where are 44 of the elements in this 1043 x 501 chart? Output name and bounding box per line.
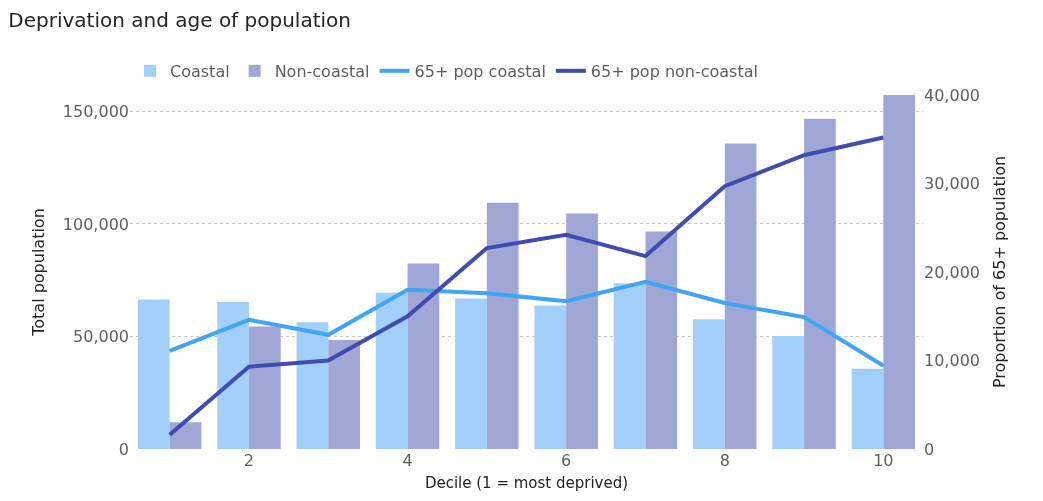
y-tick-label: 150,000 bbox=[62, 102, 129, 122]
y2-tick-label: 10,000 bbox=[924, 351, 980, 371]
y2-tick-label: 30,000 bbox=[924, 174, 980, 194]
line-series bbox=[167, 135, 886, 437]
y-tick-label: 50,000 bbox=[73, 327, 129, 347]
bar bbox=[169, 422, 202, 449]
x-tick-label: 2 bbox=[243, 451, 255, 470]
bar bbox=[217, 302, 249, 449]
x-tick-label: 6 bbox=[561, 451, 572, 470]
bar bbox=[534, 305, 567, 449]
legend-label: Coastal bbox=[170, 62, 230, 82]
line-series bbox=[167, 279, 886, 368]
bar bbox=[613, 283, 646, 449]
bar bbox=[407, 263, 440, 449]
y-axis-title: Total population bbox=[28, 208, 48, 337]
bar bbox=[455, 298, 487, 449]
x-tick-label: 10 bbox=[873, 451, 894, 470]
x-axis-title: Decile (1 = most deprived) bbox=[424, 474, 629, 492]
y-tick-label: 100,000 bbox=[62, 214, 129, 234]
bar bbox=[296, 322, 329, 449]
y-tick-label: 0 bbox=[118, 439, 129, 459]
legend-label: 65+ pop coastal bbox=[414, 62, 546, 82]
y2-tick-label: 20,000 bbox=[924, 262, 980, 282]
bar bbox=[851, 368, 884, 449]
bar bbox=[645, 231, 678, 449]
bar bbox=[693, 319, 725, 449]
chart-title: Deprivation and age of population bbox=[8, 7, 351, 32]
bar bbox=[328, 340, 360, 449]
bar bbox=[724, 143, 757, 449]
bar bbox=[486, 202, 519, 449]
bar bbox=[566, 213, 598, 449]
y2-axis-title: Proportion of 65+ population bbox=[989, 155, 1009, 389]
bar bbox=[137, 299, 170, 449]
bar bbox=[375, 292, 408, 449]
legend-label: Non-coastal bbox=[274, 62, 370, 82]
bar bbox=[883, 95, 916, 449]
y2-tick-label: 40,000 bbox=[924, 85, 980, 105]
bar bbox=[772, 336, 805, 449]
bar bbox=[804, 118, 836, 449]
y2-tick-label: 0 bbox=[924, 439, 935, 459]
bar bbox=[248, 326, 281, 449]
legend-label: 65+ pop non-coastal bbox=[590, 62, 758, 82]
x-tick-label: 4 bbox=[402, 451, 413, 470]
x-tick-label: 8 bbox=[719, 451, 730, 470]
